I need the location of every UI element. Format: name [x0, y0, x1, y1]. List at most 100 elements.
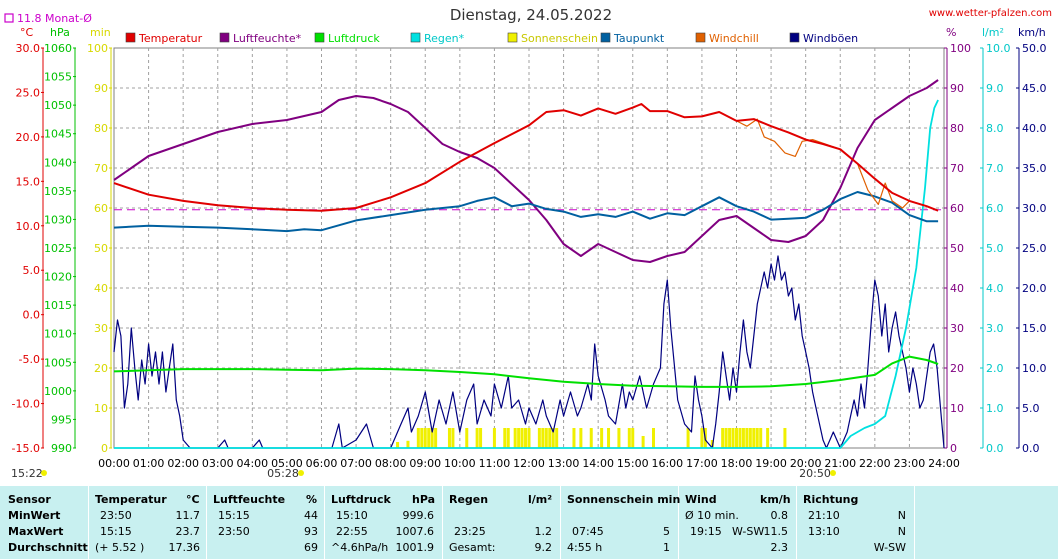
- x-tick-label: 08:00: [375, 457, 407, 470]
- tick-label-pressure: 1005: [44, 356, 72, 369]
- col-divider: [442, 486, 443, 559]
- direction-min: N: [897, 509, 906, 522]
- legend-label-pressure: Luftdruck: [328, 32, 380, 45]
- pressure-min-time: 15:10: [336, 509, 368, 522]
- sunshine-total: 4:55 h: [567, 541, 603, 554]
- sunshine-bar: [686, 428, 690, 448]
- col-divider: [206, 486, 207, 559]
- x-tick-label: 18:00: [721, 457, 753, 470]
- x-tick-label: 05:00: [271, 457, 303, 470]
- sunshine-bar: [600, 428, 604, 448]
- legend-swatch-gusts: [789, 32, 800, 43]
- sunshine-bar: [735, 428, 738, 448]
- series-dewpoint: [113, 191, 939, 233]
- sunshine-bar: [479, 428, 483, 448]
- sunshine-bar: [631, 428, 635, 448]
- sunshine-header: Sonnenschein min: [567, 493, 681, 506]
- wind-max-direction: W-SW: [732, 525, 765, 538]
- tick-label-rain: 0.0: [986, 442, 1004, 455]
- x-tick-label: 23:00: [894, 457, 926, 470]
- sunshine-bar: [423, 428, 427, 448]
- tick-label-pressure: 990: [51, 442, 72, 455]
- sunshine-bar: [783, 428, 787, 448]
- col-divider: [560, 486, 561, 559]
- humidity-min-time: 15:15: [218, 509, 250, 522]
- x-tick-label: 00:00: [98, 457, 130, 470]
- chart-title: Dienstag, 24.05.2022: [450, 6, 612, 24]
- sunshine-bar: [548, 428, 552, 448]
- sunshine-bar: [551, 428, 555, 448]
- pressure-unit: hPa: [412, 493, 436, 506]
- sunshine-bar: [420, 428, 424, 448]
- wind-avg: 2.3: [770, 541, 789, 554]
- tick-label-percent: 50: [950, 242, 964, 255]
- tick-label-temp: 15.0: [16, 175, 41, 188]
- tick-label-minutes: 100: [87, 42, 108, 55]
- sunshine-max: 5: [663, 525, 670, 538]
- sunshine-bar: [555, 428, 559, 448]
- tick-label-percent: 90: [950, 82, 964, 95]
- sunshine-bar: [430, 428, 434, 448]
- tick-label-wind: 50.0: [1022, 42, 1047, 55]
- tick-label-pressure: 1000: [44, 385, 72, 398]
- status-time: 15:22: [11, 467, 43, 480]
- pressure-header: Luftdruck: [331, 493, 391, 506]
- temp-unit: °C: [186, 493, 200, 506]
- tick-label-temp: 10.0: [16, 220, 41, 233]
- x-tick-label: 02:00: [167, 457, 199, 470]
- tick-label-minutes: 30: [94, 322, 108, 335]
- tick-label-temp: 0.0: [23, 309, 41, 322]
- tick-label-pressure: 1060: [44, 42, 72, 55]
- legend-swatch-pressure: [314, 32, 325, 43]
- sunshine-bar: [607, 428, 611, 448]
- sunshine-max-time: 07:45: [572, 525, 604, 538]
- legend-swatch-sunshine: [507, 32, 518, 43]
- rain-total-label: Gesamt:: [449, 541, 496, 554]
- sun-icon: [298, 470, 304, 476]
- sunshine-bar: [579, 428, 583, 448]
- legend-label-sunshine: Sonnenschein: [521, 32, 598, 45]
- series-temperature: [113, 103, 939, 212]
- sunshine-bar: [506, 428, 510, 448]
- col-divider: [88, 486, 89, 559]
- stats-table: Sensor MinWert MaxWert Durchschnitt Temp…: [0, 486, 1058, 559]
- sunset-label: 20:50: [799, 467, 831, 480]
- temp-max: 23.7: [175, 525, 201, 538]
- chart-series: [113, 79, 945, 449]
- tick-label-percent: 40: [950, 282, 964, 295]
- tick-label-wind: 45.0: [1022, 82, 1047, 95]
- humidity-min: 44: [304, 509, 318, 522]
- rain-header: Regen: [449, 493, 489, 506]
- tick-label-temp: 30.0: [16, 42, 41, 55]
- sunshine-bar: [700, 428, 704, 448]
- tick-label-pressure: 1050: [44, 99, 72, 112]
- tick-label-temp: -5.0: [19, 353, 40, 366]
- weather-chart: 30.0 25.0 20.0 15.0 10.0 5.0 0.0 -5.0 -10.0 -15.0…: [4, 6, 1052, 480]
- tick-label-pressure: 1010: [44, 328, 72, 341]
- tick-label-percent: 10: [950, 402, 964, 415]
- row-label-min: MinWert: [8, 509, 61, 522]
- tick-label-pressure: 1015: [44, 299, 72, 312]
- legend-label-windchill: Windchill: [709, 32, 759, 45]
- legend-label-gusts: Windböen: [803, 32, 858, 45]
- wind-min: 0.8: [770, 509, 789, 522]
- tick-label-temp: 20.0: [16, 131, 41, 144]
- tick-label-minutes: 20: [94, 362, 108, 375]
- temp-min: 11.7: [175, 509, 201, 522]
- direction-header: Richtung: [803, 493, 859, 506]
- series-rain: [114, 99, 939, 449]
- direction-avg: W-SW: [873, 541, 906, 554]
- pressure-avg: 1001.9: [395, 541, 435, 554]
- humidity-max: 93: [304, 525, 318, 538]
- tick-label-wind: 10.0: [1022, 362, 1047, 375]
- x-tick-label: 01:00: [133, 457, 165, 470]
- sunshine-bar: [728, 428, 732, 448]
- unit-rain: l/m²: [982, 26, 1004, 39]
- legend-label-humidity: Luftfeuchte*: [233, 32, 302, 45]
- humidity-avg: 69: [304, 541, 318, 554]
- tick-label-pressure: 1030: [44, 213, 72, 226]
- tick-label-rain: 3.0: [986, 322, 1004, 335]
- wind-max: 11.5: [763, 525, 789, 538]
- row-label-sensor: Sensor: [8, 493, 51, 506]
- chart-legend: Temperatur Luftfeuchte* Luftdruck Regen* Son…: [125, 32, 858, 45]
